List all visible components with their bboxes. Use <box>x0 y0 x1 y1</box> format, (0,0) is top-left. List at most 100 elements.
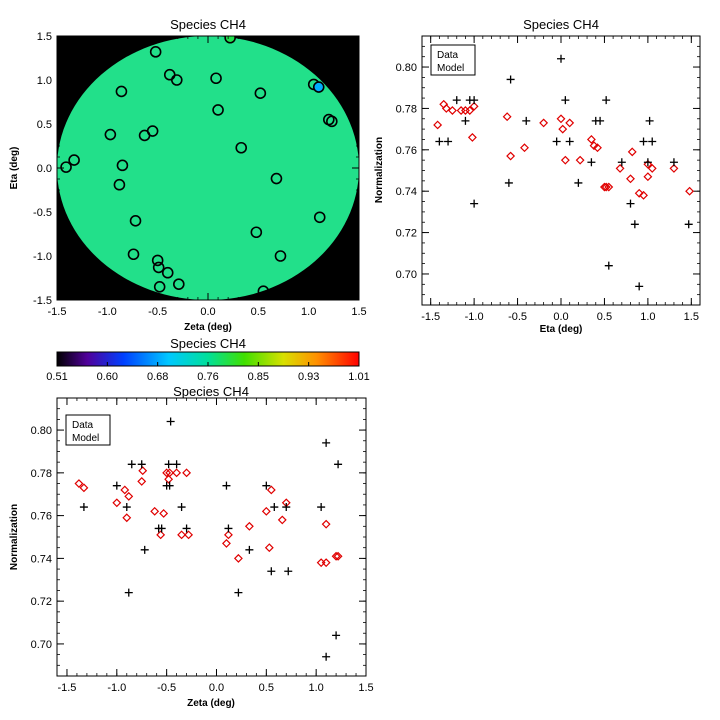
eta-model-point <box>433 120 443 130</box>
eta-data-point <box>684 220 693 229</box>
zeta-data-point <box>245 545 254 554</box>
zeta-x-tick-label: 1.5 <box>358 682 373 694</box>
eta-data-point <box>643 158 652 167</box>
map-point <box>153 280 166 293</box>
eta-model-point <box>626 174 635 184</box>
map-point <box>170 74 183 86</box>
zeta-model-point <box>164 474 174 484</box>
eta-model-point <box>447 106 457 115</box>
zeta-data-point <box>270 503 279 512</box>
map-x-tick-label: 1.0 <box>301 306 316 318</box>
zeta-panel: Species CH4 -1.5 -1.0 -0.5 0.0 0.5 1.0 1.5 0.7… <box>9 384 374 709</box>
zeta-model-point <box>138 466 148 476</box>
colorbar-tick-label: 1.01 <box>348 371 369 383</box>
eta-model-point <box>593 143 602 153</box>
eta-model-point <box>558 124 568 134</box>
zeta-model-point <box>112 498 122 508</box>
zeta-x-tick-label: 0.5 <box>259 682 274 694</box>
zeta-model-point <box>124 491 134 501</box>
eta-model-point <box>465 106 475 115</box>
eta-data-point <box>452 96 461 105</box>
eta-data-point <box>596 116 605 125</box>
zeta-x-tick-label: -0.5 <box>157 682 176 694</box>
map-y-tick-label: 0.0 <box>37 163 52 175</box>
eta-model-point <box>539 118 549 128</box>
map-point <box>151 254 164 267</box>
eta-data-point <box>552 137 561 146</box>
zeta-model-point <box>266 485 276 495</box>
zeta-y-tick-label: 0.74 <box>31 553 52 565</box>
map-y-tick-label: -1.5 <box>33 295 52 307</box>
zeta-model-point <box>156 530 166 540</box>
map-point <box>235 141 248 154</box>
eta-frame <box>421 35 701 306</box>
zeta-model-point <box>184 530 194 540</box>
eta-data-point <box>561 96 570 105</box>
colorbar-tick-label: 0.60 <box>97 371 118 383</box>
map-disk <box>57 36 359 300</box>
eta-model-point <box>506 151 516 161</box>
eta-x-ticks: -1.5 -1.0 -0.5 0.0 0.5 1.0 1.5 <box>421 36 701 323</box>
eta-data-point <box>639 137 648 146</box>
eta-data-point <box>587 158 596 167</box>
zeta-data-point <box>322 652 331 661</box>
zeta-y-ticks: 0.70 0.72 0.74 0.76 0.78 0.80 <box>31 397 366 677</box>
zeta-model-point <box>172 468 182 478</box>
zeta-legend-model: Model <box>72 433 99 444</box>
eta-x-tick-label: -1.0 <box>465 311 484 323</box>
eta-y-tick-label: 0.76 <box>396 145 417 157</box>
zeta-y-tick-label: 0.72 <box>31 596 52 608</box>
zeta-data-point <box>165 481 174 490</box>
eta-model-point <box>615 163 625 173</box>
eta-y-tick-label: 0.78 <box>396 103 417 115</box>
map-point <box>212 104 224 116</box>
zeta-model-point <box>244 521 254 531</box>
zeta-y-tick-label: 0.78 <box>31 468 52 480</box>
eta-data-series <box>435 54 693 291</box>
colorbar-ticks: 0.51 0.60 0.68 0.76 0.85 0.93 1.01 <box>46 362 370 383</box>
zeta-x-tick-label: -1.5 <box>57 682 76 694</box>
map-point <box>312 81 325 93</box>
eta-data-point <box>645 116 654 125</box>
eta-model-point <box>560 155 570 165</box>
eta-model-point <box>467 132 477 142</box>
eta-y-tick-label: 0.80 <box>396 62 417 74</box>
eta-model-series <box>433 99 695 200</box>
zeta-data-point <box>262 481 271 490</box>
eta-model-point <box>441 103 451 113</box>
zeta-data-point <box>172 460 181 469</box>
eta-data-point <box>522 116 531 125</box>
eta-y-tick-label: 0.72 <box>396 228 417 240</box>
colorbar: Species CH4 0.51 0.60 0.68 0.76 0.85 0.93 1.01 <box>46 336 369 383</box>
zeta-data-point <box>267 567 276 576</box>
zeta-model-point <box>165 468 175 478</box>
eta-data-point <box>470 199 479 208</box>
eta-x-label: Eta (deg) <box>540 324 583 335</box>
zeta-data-point <box>222 481 231 490</box>
eta-model-point <box>469 101 479 111</box>
map-panel: Species CH4 -1.5 -1.0 -0.5 0.0 0.5 1.0 1.5 -1.… <box>9 17 367 333</box>
zeta-model-point <box>264 543 274 553</box>
map-point <box>274 250 287 262</box>
eta-model-point <box>556 114 566 124</box>
zeta-data-point <box>284 567 293 576</box>
map-x-tick-label: -1.5 <box>48 306 67 318</box>
zeta-data-point <box>122 503 131 512</box>
zeta-model-point <box>277 515 287 525</box>
map-y-ticks: -1.5 -1.0 -0.5 0.0 0.5 1.0 1.5 <box>33 31 359 307</box>
zeta-data-point <box>177 503 186 512</box>
eta-data-point <box>470 96 479 105</box>
zeta-data-point <box>140 545 149 554</box>
zeta-model-point <box>261 506 271 516</box>
map-point <box>313 211 326 224</box>
eta-data-point <box>506 75 515 84</box>
eta-y-label: Normalization <box>374 137 385 203</box>
colorbar-tick-label: 0.85 <box>248 371 269 383</box>
eta-data-point <box>626 199 635 208</box>
eta-x-tick-label: -0.5 <box>508 311 527 323</box>
map-point <box>129 215 142 227</box>
map-point <box>224 36 236 44</box>
map-point <box>210 72 222 85</box>
map-point <box>257 285 270 298</box>
zeta-model-point <box>162 468 172 478</box>
